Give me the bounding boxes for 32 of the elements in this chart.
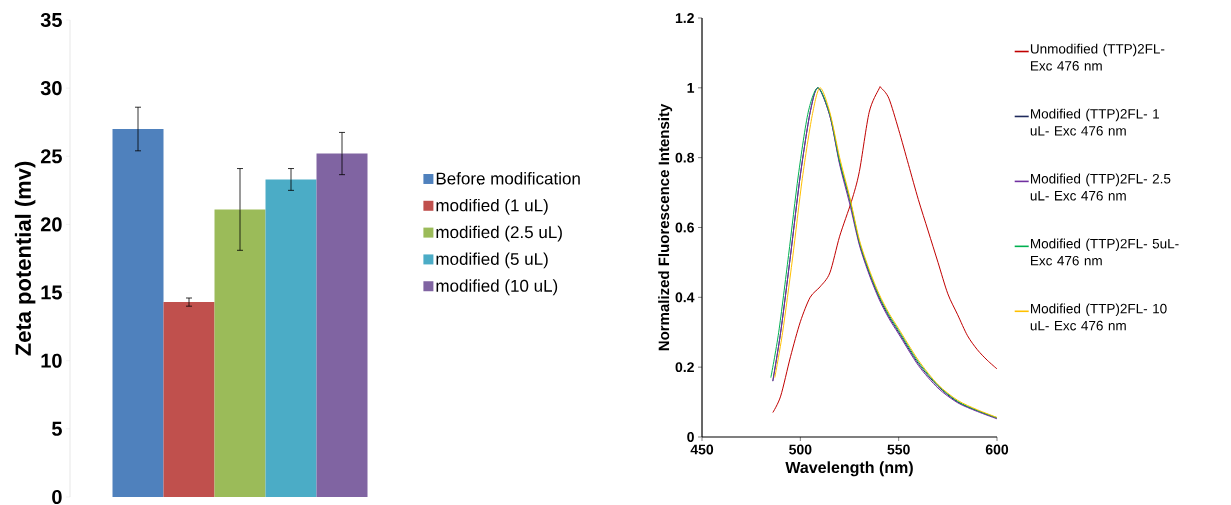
y-tick-label: 10	[41, 353, 62, 368]
y-tick-label: 0.2	[675, 362, 694, 373]
x-tick-label: 500	[789, 444, 812, 455]
legend-label: Modified (TTP)2FL- 1 uL- Exc 476 nm	[1030, 108, 1160, 136]
y-tick-label: 1.2	[675, 13, 694, 23]
legend-label: Before modification	[436, 172, 580, 185]
y-axis-title: Normalized Fluorescence Intensity	[658, 103, 673, 351]
legend-label: modified (2.5 uL)	[436, 225, 562, 242]
legend-label: Modified (TTP)2FL- 10 uL- Exc 476 nm	[1030, 303, 1167, 331]
x-tick-label: 550	[887, 444, 910, 455]
y-tick-label: 0.4	[675, 292, 695, 303]
y-axis-title: Zeta potential (mv)	[14, 161, 36, 356]
y-tick-label: 0.6	[675, 222, 694, 233]
x-tick-label: 450	[690, 444, 714, 455]
legend-label: modified (1 uL)	[436, 198, 548, 215]
legend-label: modified (5 uL)	[436, 252, 548, 269]
y-tick-label: 15	[41, 285, 62, 300]
legend-label: Modified (TTP)2FL- 2.5 uL- Exc 476 nm	[1030, 173, 1171, 201]
x-axis-title: Wavelength (nm)	[785, 461, 913, 477]
y-tick-label: 0	[52, 489, 62, 505]
y-tick-label: 20	[40, 217, 62, 232]
x-tick-label: 600	[985, 444, 1009, 455]
y-tick-label: 5	[51, 421, 62, 436]
y-tick-label: 25	[40, 149, 62, 164]
y-tick-label: 0	[687, 432, 694, 442]
y-tick-label: 35	[40, 12, 62, 28]
legend-label: Modified (TTP)2FL- 5uL- Exc 476 nm	[1031, 238, 1179, 266]
legend-label: modified (10 uL)	[436, 279, 558, 296]
y-tick-label: 1	[687, 83, 695, 93]
legend-label: Unmodified (TTP)2FL- Exc 476 nm	[1030, 43, 1165, 71]
y-tick-label: 30	[40, 81, 62, 96]
y-tick-label: 0.8	[675, 152, 695, 163]
